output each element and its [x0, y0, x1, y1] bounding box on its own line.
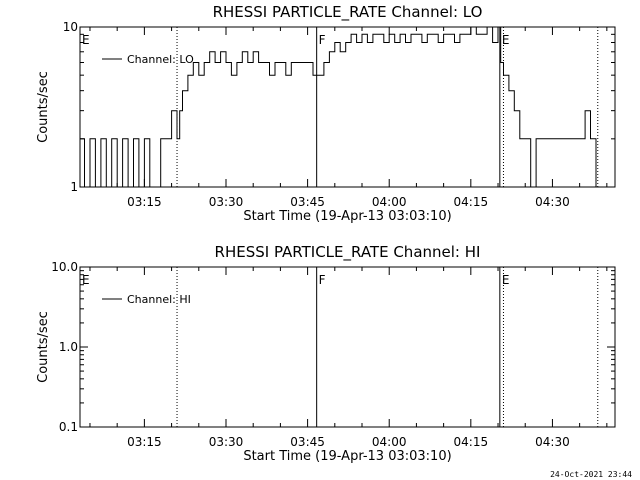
- legend-entry: Channel: HI: [127, 293, 191, 306]
- x-tick-label: 04:00: [372, 435, 407, 449]
- y-tick-label: 1.0: [59, 340, 78, 354]
- event-marker-label: F: [319, 33, 326, 47]
- x-tick-label: 04:15: [454, 195, 489, 209]
- event-marker-label: E: [502, 273, 510, 287]
- y-axis-label: Counts/sec: [36, 311, 51, 383]
- event-marker-label: E: [82, 273, 90, 287]
- event-marker-label: E: [82, 33, 90, 47]
- chart-title: RHESSI PARTICLE_RATE Channel: LO: [213, 3, 483, 22]
- generation-timestamp: 24-Oct-2021 23:44: [550, 470, 632, 479]
- x-tick-label: 04:15: [454, 435, 489, 449]
- data-series-line: [80, 26, 597, 188]
- x-tick-label: 04:30: [535, 435, 570, 449]
- x-tick-label: 03:15: [127, 435, 162, 449]
- x-tick-label: 04:00: [372, 195, 407, 209]
- chart-title: RHESSI PARTICLE_RATE Channel: HI: [215, 243, 481, 262]
- y-tick-label: 0.1: [59, 420, 78, 434]
- y-tick-label: 1: [70, 180, 78, 194]
- x-tick-label: 03:30: [209, 195, 244, 209]
- x-axis-label: Start Time (19-Apr-13 03:03:10): [243, 209, 451, 224]
- event-marker-label: E: [502, 33, 510, 47]
- y-tick-label: 10.0: [51, 260, 78, 274]
- event-marker-label: F: [319, 273, 326, 287]
- chart-panel-1: RHESSI PARTICLE_RATE Channel: LO 1 10 03:15…: [36, 3, 616, 224]
- x-tick-label: 03:45: [290, 195, 325, 209]
- x-tick-label: 03:15: [127, 195, 162, 209]
- x-axis-label: Start Time (19-Apr-13 03:03:10): [243, 449, 451, 464]
- x-tick-label: 04:30: [535, 195, 570, 209]
- y-tick-label: 10: [63, 20, 78, 34]
- legend-entry: Channel: LO: [127, 53, 194, 66]
- plot-frame: [79, 266, 616, 428]
- y-axis-label: Counts/sec: [36, 71, 51, 143]
- x-tick-label: 03:45: [290, 435, 325, 449]
- chart-panel-2: RHESSI PARTICLE_RATE Channel: HI 0.1 1.0 10…: [36, 243, 616, 464]
- x-tick-label: 03:30: [209, 435, 244, 449]
